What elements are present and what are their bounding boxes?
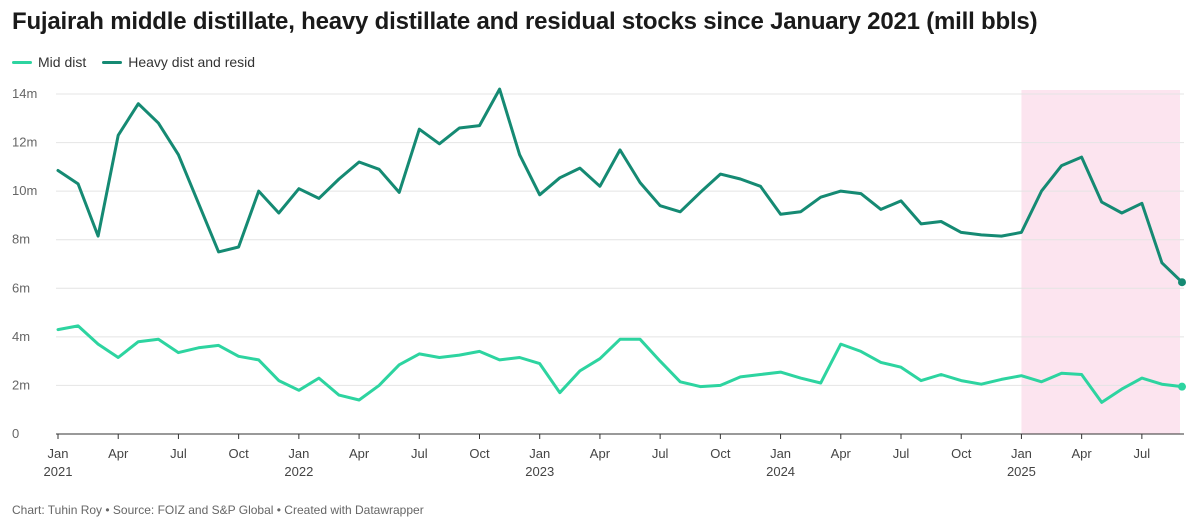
legend-swatch-mid-dist	[12, 60, 32, 64]
series-line-heavy-dist	[56, 87, 1184, 284]
x-tick-label: Jan	[288, 446, 309, 461]
highlight-band	[1021, 90, 1180, 434]
x-tick-label: Apr	[590, 446, 611, 461]
x-tick-year-label: 2021	[44, 464, 73, 479]
series-endpoint-mid-dist	[1178, 382, 1186, 391]
y-tick-label: 2m	[12, 377, 30, 392]
x-tick-label: Jul	[170, 446, 187, 461]
legend-label-heavy-dist: Heavy dist and resid	[128, 54, 256, 70]
x-tick-year-label: 2025	[1007, 464, 1036, 479]
x-tick-label: Jan	[48, 446, 69, 461]
series-endpoint-heavy-dist	[1178, 278, 1186, 287]
y-tick-label: 4m	[12, 329, 30, 344]
x-tick-label: Jan	[770, 446, 791, 461]
legend-label-mid-dist: Mid dist	[38, 54, 87, 70]
y-tick-label: 10m	[12, 183, 37, 198]
legend-swatch-heavy-dist	[102, 60, 123, 64]
y-tick-label: 14m	[12, 86, 37, 101]
x-tick-label: Jul	[411, 446, 428, 461]
x-tick-year-label: 2022	[284, 464, 313, 479]
x-tick-label: Apr	[108, 446, 129, 461]
x-tick-label: Oct	[229, 446, 250, 461]
legend-item-mid-dist: Mid dist	[12, 54, 86, 70]
x-tick-label: Jan	[529, 446, 550, 461]
x-tick-year-label: 2024	[766, 464, 795, 479]
x-tick-label: Oct	[951, 446, 972, 461]
y-tick-label: 12m	[12, 135, 37, 150]
x-tick-label: Jul	[893, 446, 910, 461]
x-tick-label: Jul	[1134, 446, 1151, 461]
x-tick-label: Apr	[831, 446, 852, 461]
x-tick-label: Oct	[710, 446, 731, 461]
x-tick-year-label: 2023	[525, 464, 554, 479]
series-line-mid-dist	[56, 324, 1184, 404]
legend-item-heavy-dist: Heavy dist and resid	[102, 54, 255, 70]
y-tick-label: 8m	[12, 232, 30, 247]
chart-title: Fujairah middle distillate, heavy distil…	[12, 8, 1038, 35]
x-tick-label: Jan	[1011, 446, 1032, 461]
x-tick-label: Apr	[349, 446, 370, 461]
x-tick-label: Jul	[652, 446, 669, 461]
y-tick-label: 6m	[12, 280, 30, 295]
legend: Mid dist Heavy dist and resid	[12, 54, 255, 70]
y-tick-label: 0	[12, 426, 19, 441]
x-tick-label: Oct	[469, 446, 490, 461]
x-tick-label: Apr	[1072, 446, 1093, 461]
chart-footer: Chart: Tuhin Roy • Source: FOIZ and S&P …	[12, 503, 424, 517]
